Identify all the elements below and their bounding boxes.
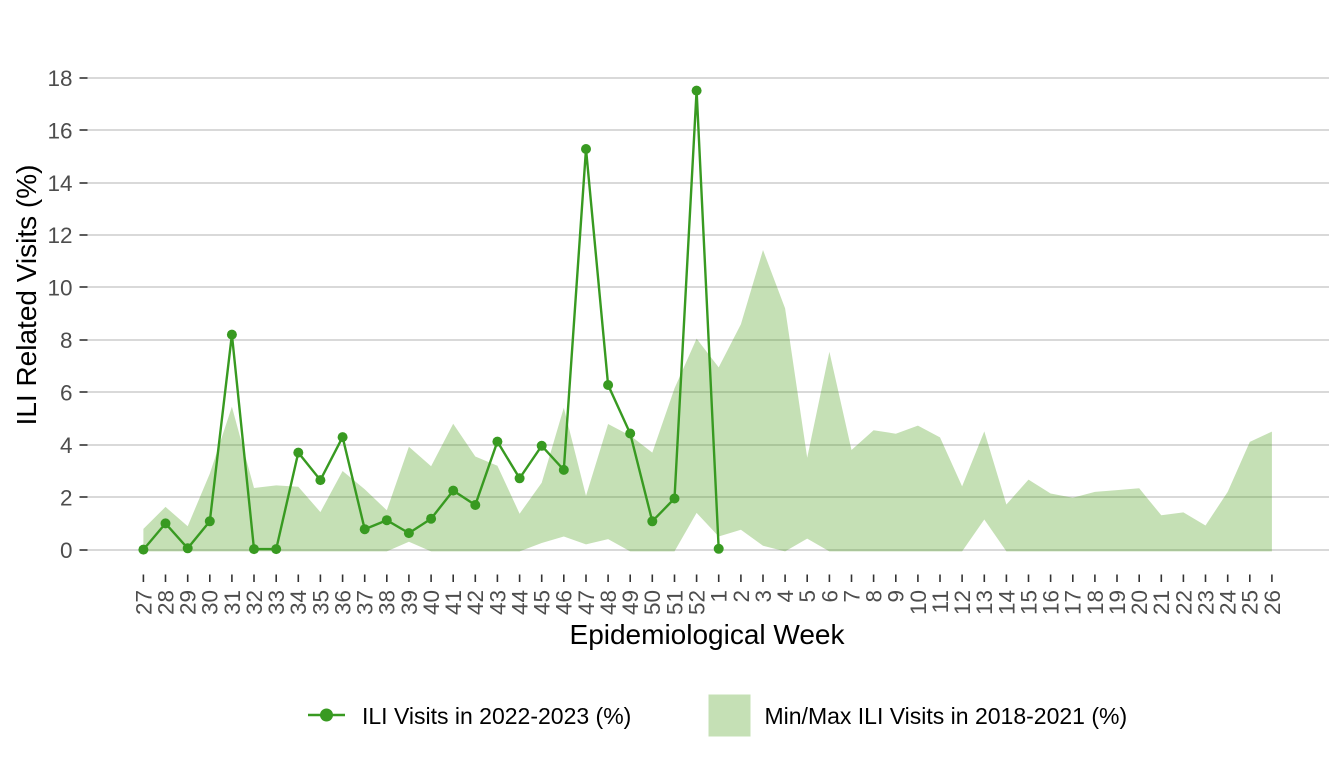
svg-text:1: 1 bbox=[707, 590, 732, 603]
svg-text:35: 35 bbox=[308, 590, 333, 615]
svg-text:6: 6 bbox=[817, 590, 842, 603]
svg-text:18: 18 bbox=[47, 66, 72, 91]
svg-text:31: 31 bbox=[220, 590, 245, 615]
svg-text:40: 40 bbox=[419, 590, 444, 615]
svg-text:Epidemiological Week: Epidemiological Week bbox=[570, 619, 846, 650]
svg-text:10: 10 bbox=[906, 590, 931, 615]
svg-text:22: 22 bbox=[1171, 590, 1196, 615]
svg-text:2: 2 bbox=[729, 590, 754, 603]
svg-text:45: 45 bbox=[530, 590, 555, 615]
svg-text:11: 11 bbox=[928, 590, 953, 613]
svg-text:13: 13 bbox=[972, 590, 997, 615]
svg-text:34: 34 bbox=[286, 590, 311, 615]
svg-text:12: 12 bbox=[47, 223, 72, 248]
svg-text:36: 36 bbox=[331, 590, 356, 615]
svg-text:37: 37 bbox=[353, 590, 378, 615]
svg-text:5: 5 bbox=[795, 590, 820, 603]
svg-text:44: 44 bbox=[508, 590, 533, 615]
svg-text:29: 29 bbox=[176, 590, 201, 615]
svg-text:17: 17 bbox=[1061, 590, 1086, 615]
svg-text:27: 27 bbox=[131, 590, 156, 615]
svg-text:26: 26 bbox=[1260, 590, 1285, 615]
svg-text:32: 32 bbox=[242, 590, 267, 615]
svg-text:2: 2 bbox=[60, 485, 73, 510]
svg-text:10: 10 bbox=[47, 276, 72, 301]
svg-text:4: 4 bbox=[773, 590, 798, 603]
svg-text:51: 51 bbox=[662, 590, 687, 615]
svg-text:43: 43 bbox=[485, 590, 510, 615]
svg-text:47: 47 bbox=[574, 590, 599, 615]
svg-text:33: 33 bbox=[264, 590, 289, 615]
svg-text:ILI Related Visits (%): ILI Related Visits (%) bbox=[11, 165, 42, 426]
svg-text:25: 25 bbox=[1238, 590, 1263, 615]
svg-text:23: 23 bbox=[1193, 590, 1218, 615]
svg-text:42: 42 bbox=[463, 590, 488, 615]
svg-text:20: 20 bbox=[1127, 590, 1152, 615]
svg-text:16: 16 bbox=[1039, 590, 1064, 615]
svg-text:Min/Max ILI Visits in 2018-202: Min/Max ILI Visits in 2018-2021 (%) bbox=[765, 703, 1128, 729]
svg-text:48: 48 bbox=[596, 590, 621, 615]
svg-text:7: 7 bbox=[839, 590, 864, 603]
svg-text:39: 39 bbox=[397, 590, 422, 615]
svg-text:28: 28 bbox=[153, 590, 178, 615]
svg-text:18: 18 bbox=[1083, 590, 1108, 615]
svg-text:8: 8 bbox=[862, 590, 887, 603]
svg-text:38: 38 bbox=[375, 590, 400, 615]
svg-text:24: 24 bbox=[1216, 590, 1241, 615]
svg-text:46: 46 bbox=[552, 590, 577, 615]
svg-text:50: 50 bbox=[640, 590, 665, 615]
svg-text:14: 14 bbox=[994, 590, 1019, 615]
svg-text:49: 49 bbox=[618, 590, 643, 615]
svg-text:6: 6 bbox=[60, 381, 73, 406]
svg-text:3: 3 bbox=[751, 590, 776, 603]
svg-text:12: 12 bbox=[950, 590, 975, 615]
svg-text:30: 30 bbox=[198, 590, 223, 615]
svg-text:ILI Visits in 2022-2023 (%): ILI Visits in 2022-2023 (%) bbox=[362, 703, 631, 729]
svg-text:21: 21 bbox=[1149, 590, 1174, 615]
svg-text:14: 14 bbox=[47, 171, 72, 196]
svg-text:52: 52 bbox=[685, 590, 710, 615]
svg-text:16: 16 bbox=[47, 118, 72, 143]
svg-text:9: 9 bbox=[884, 590, 909, 603]
svg-text:41: 41 bbox=[441, 590, 466, 615]
svg-text:15: 15 bbox=[1016, 590, 1041, 615]
svg-text:0: 0 bbox=[60, 538, 73, 563]
svg-text:4: 4 bbox=[60, 433, 73, 458]
svg-text:19: 19 bbox=[1105, 590, 1130, 615]
svg-text:8: 8 bbox=[60, 328, 73, 353]
